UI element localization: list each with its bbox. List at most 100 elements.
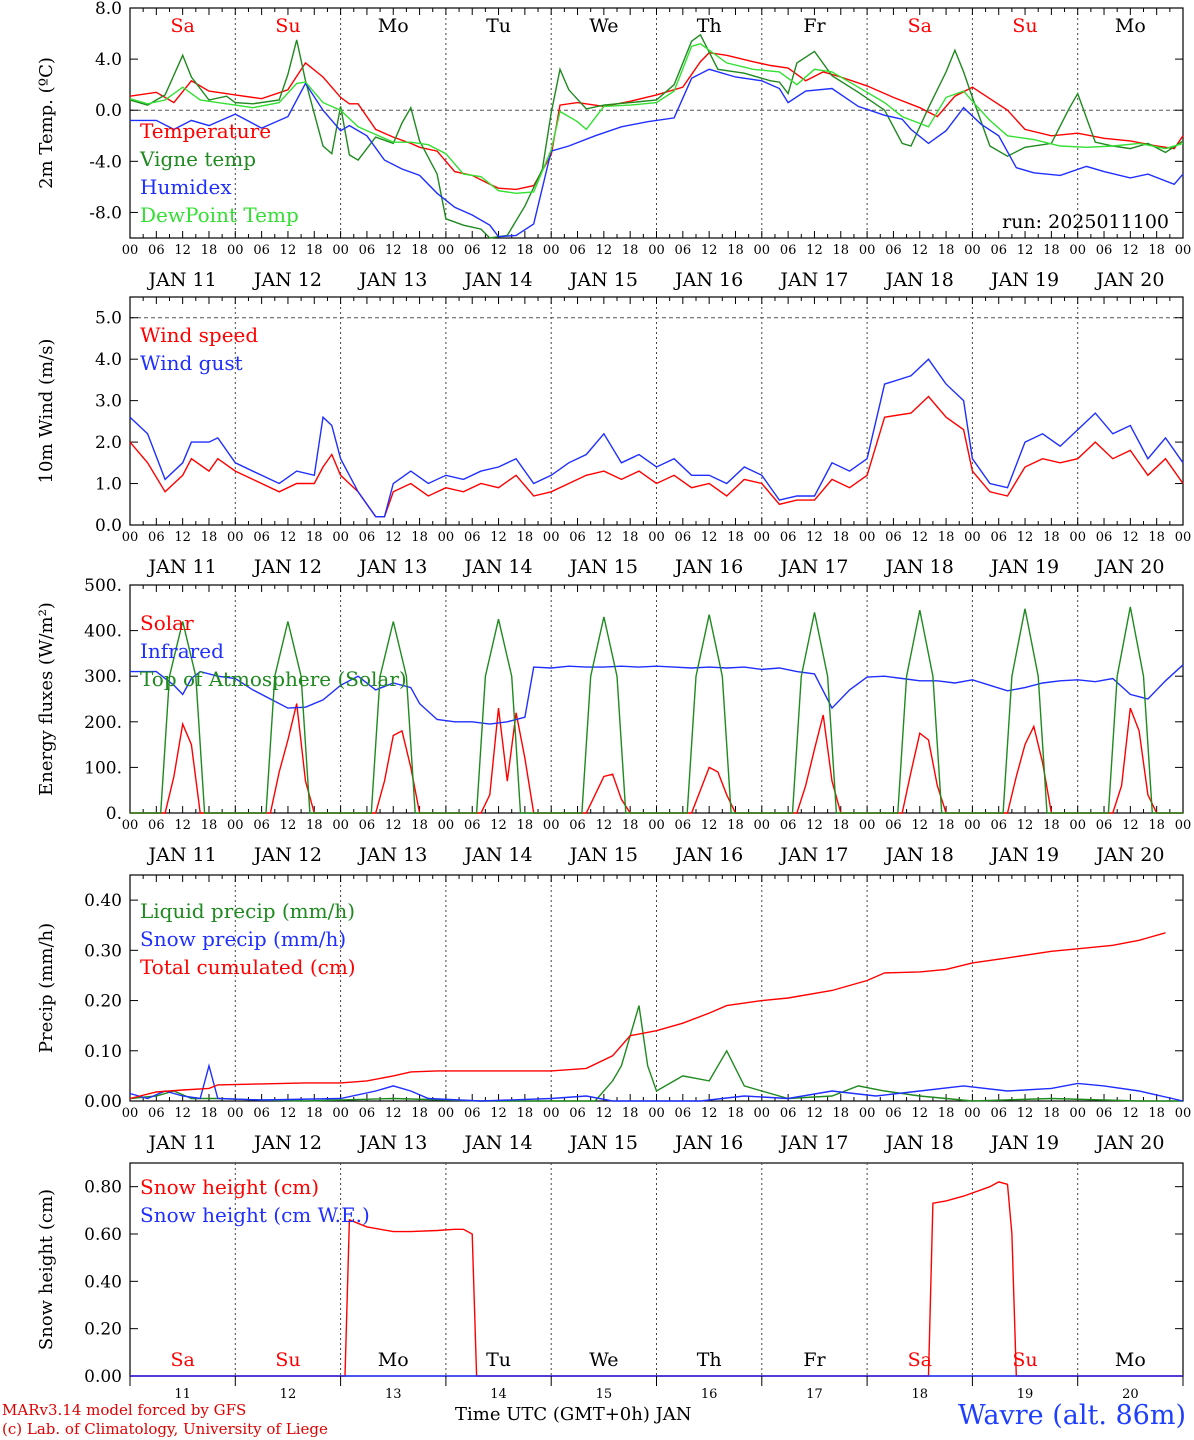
weekday-label: Th [697,1349,722,1371]
y-tick-label: 8.0 [95,0,122,19]
legend-entry: Snow height (cm) [140,1175,319,1199]
hour-tick-label: 06 [780,243,797,258]
weekday-label: Su [275,15,300,37]
weekday-label: Fr [803,15,826,37]
panel-4: 0.00 0.10 0.20 0.30 0.40 Precip (mm/h) Liquid … [36,874,1191,1154]
hour-tick-label: 12 [1122,818,1139,833]
hour-tick-label: 00 [543,530,560,545]
day-number-label: 16 [701,1387,718,1402]
hour-tick-label: 18 [1148,243,1165,258]
hour-tick-label: 00 [122,530,139,545]
day-number-label: 12 [280,1387,297,1402]
weekday-label: Mo [378,1349,409,1371]
panel-3: 0. 100. 200. 300. 400. 500. Energy fluxes (W/m… [36,576,1191,866]
hour-tick-label: 06 [148,243,165,258]
y-tick-label: 0.20 [84,1320,122,1340]
day-label: JAN 13 [357,269,427,291]
hour-tick-label: 18 [727,1106,744,1121]
hour-tick-label: 18 [727,243,744,258]
legend-entry: Temperature [140,119,271,143]
hour-tick-label: 06 [359,818,376,833]
series-line [129,33,1184,239]
hour-tick-label: 12 [280,530,297,545]
hour-tick-label: 00 [1069,818,1086,833]
y-tick-label: 0.00 [84,1367,122,1387]
day-label: JAN 13 [357,844,427,866]
weekday-label: Sa [170,1349,194,1371]
hour-tick-label: 12 [280,243,297,258]
hour-tick-label: 06 [675,818,692,833]
day-label: JAN 15 [568,556,638,578]
hour-tick-label: 00 [332,530,349,545]
hour-tick-label: 00 [332,1106,349,1121]
weekday-label: Sa [908,1349,932,1371]
hour-tick-label: 12 [1017,243,1034,258]
hour-tick-label: 00 [122,818,139,833]
hour-tick-label: 18 [517,1106,534,1121]
day-label: JAN 16 [673,556,743,578]
day-label: JAN 12 [252,1132,322,1154]
day-number-label: 19 [1017,1387,1034,1402]
day-label: JAN 20 [1094,269,1164,291]
hour-tick-label: 12 [490,1106,507,1121]
y-axis-label: Snow height (cm) [36,1189,57,1350]
day-label: JAN 19 [989,844,1059,866]
hour-tick-label: 12 [174,243,191,258]
weekday-label: Th [697,15,722,37]
weekday-label: Tu [486,1349,511,1371]
y-tick-label: 2.0 [95,433,122,453]
hour-tick-label: 18 [727,530,744,545]
panel-2: 0.0 1.0 2.0 3.0 4.0 5.0 10m Wind (m/s) Wind spe… [36,296,1191,578]
hour-tick-label: 12 [806,818,823,833]
y-tick-label: 0.40 [84,1272,122,1292]
y-tick-label: 0.0 [95,101,122,121]
day-label: JAN 15 [568,844,638,866]
legend-entry: Solar [140,611,194,635]
y-tick-label: -8.0 [89,203,122,223]
hour-tick-label: 18 [833,1106,850,1121]
legend-entry: Infrared [140,639,224,663]
hour-tick-label: 00 [1069,243,1086,258]
y-tick-label: 0.40 [84,891,122,911]
legend-entry: Vigne temp [139,147,256,171]
hour-tick-label: 12 [385,243,402,258]
hour-tick-label: 18 [201,243,218,258]
station-label: Wavre (alt. 86m) [958,1400,1186,1431]
hour-tick-label: 12 [596,243,613,258]
legend-entry: Top of Atmosphere (Solar) [140,667,407,691]
hour-tick-label: 12 [596,1106,613,1121]
y-tick-label: 0.30 [84,941,122,961]
legend-entry: Humidex [140,175,232,199]
weekday-label: Mo [1115,1349,1146,1371]
series-line [129,932,1166,1100]
hour-tick-label: 18 [411,243,428,258]
hour-tick-label: 06 [885,818,902,833]
hour-tick-label: 06 [990,818,1007,833]
day-label: JAN 15 [568,1132,638,1154]
day-label: JAN 11 [147,269,217,291]
hour-tick-label: 12 [1122,243,1139,258]
hour-tick-label: 00 [859,1106,876,1121]
hour-tick-label: 06 [885,530,902,545]
hour-tick-label: 00 [648,1106,665,1121]
hour-tick-label: 00 [122,1106,139,1121]
hour-tick-label: 00 [332,818,349,833]
weekday-label: Sa [170,15,194,37]
hour-tick-label: 12 [806,530,823,545]
day-label: JAN 14 [462,1132,532,1154]
weekday-label: We [589,15,618,37]
hour-tick-label: 00 [438,818,455,833]
hour-tick-label: 18 [201,1106,218,1121]
hour-tick-label: 18 [833,243,850,258]
y-tick-label: 0.0 [95,516,122,536]
day-label: JAN 20 [1094,1132,1164,1154]
hour-tick-label: 12 [806,243,823,258]
hour-tick-label: 00 [543,818,560,833]
hour-tick-label: 06 [464,530,481,545]
hour-tick-label: 00 [438,1106,455,1121]
hour-tick-label: 06 [253,243,270,258]
hour-tick-label: 06 [990,243,1007,258]
day-label: JAN 20 [1094,556,1164,578]
series-line [130,68,1184,238]
weekday-label: Su [1012,1349,1037,1371]
